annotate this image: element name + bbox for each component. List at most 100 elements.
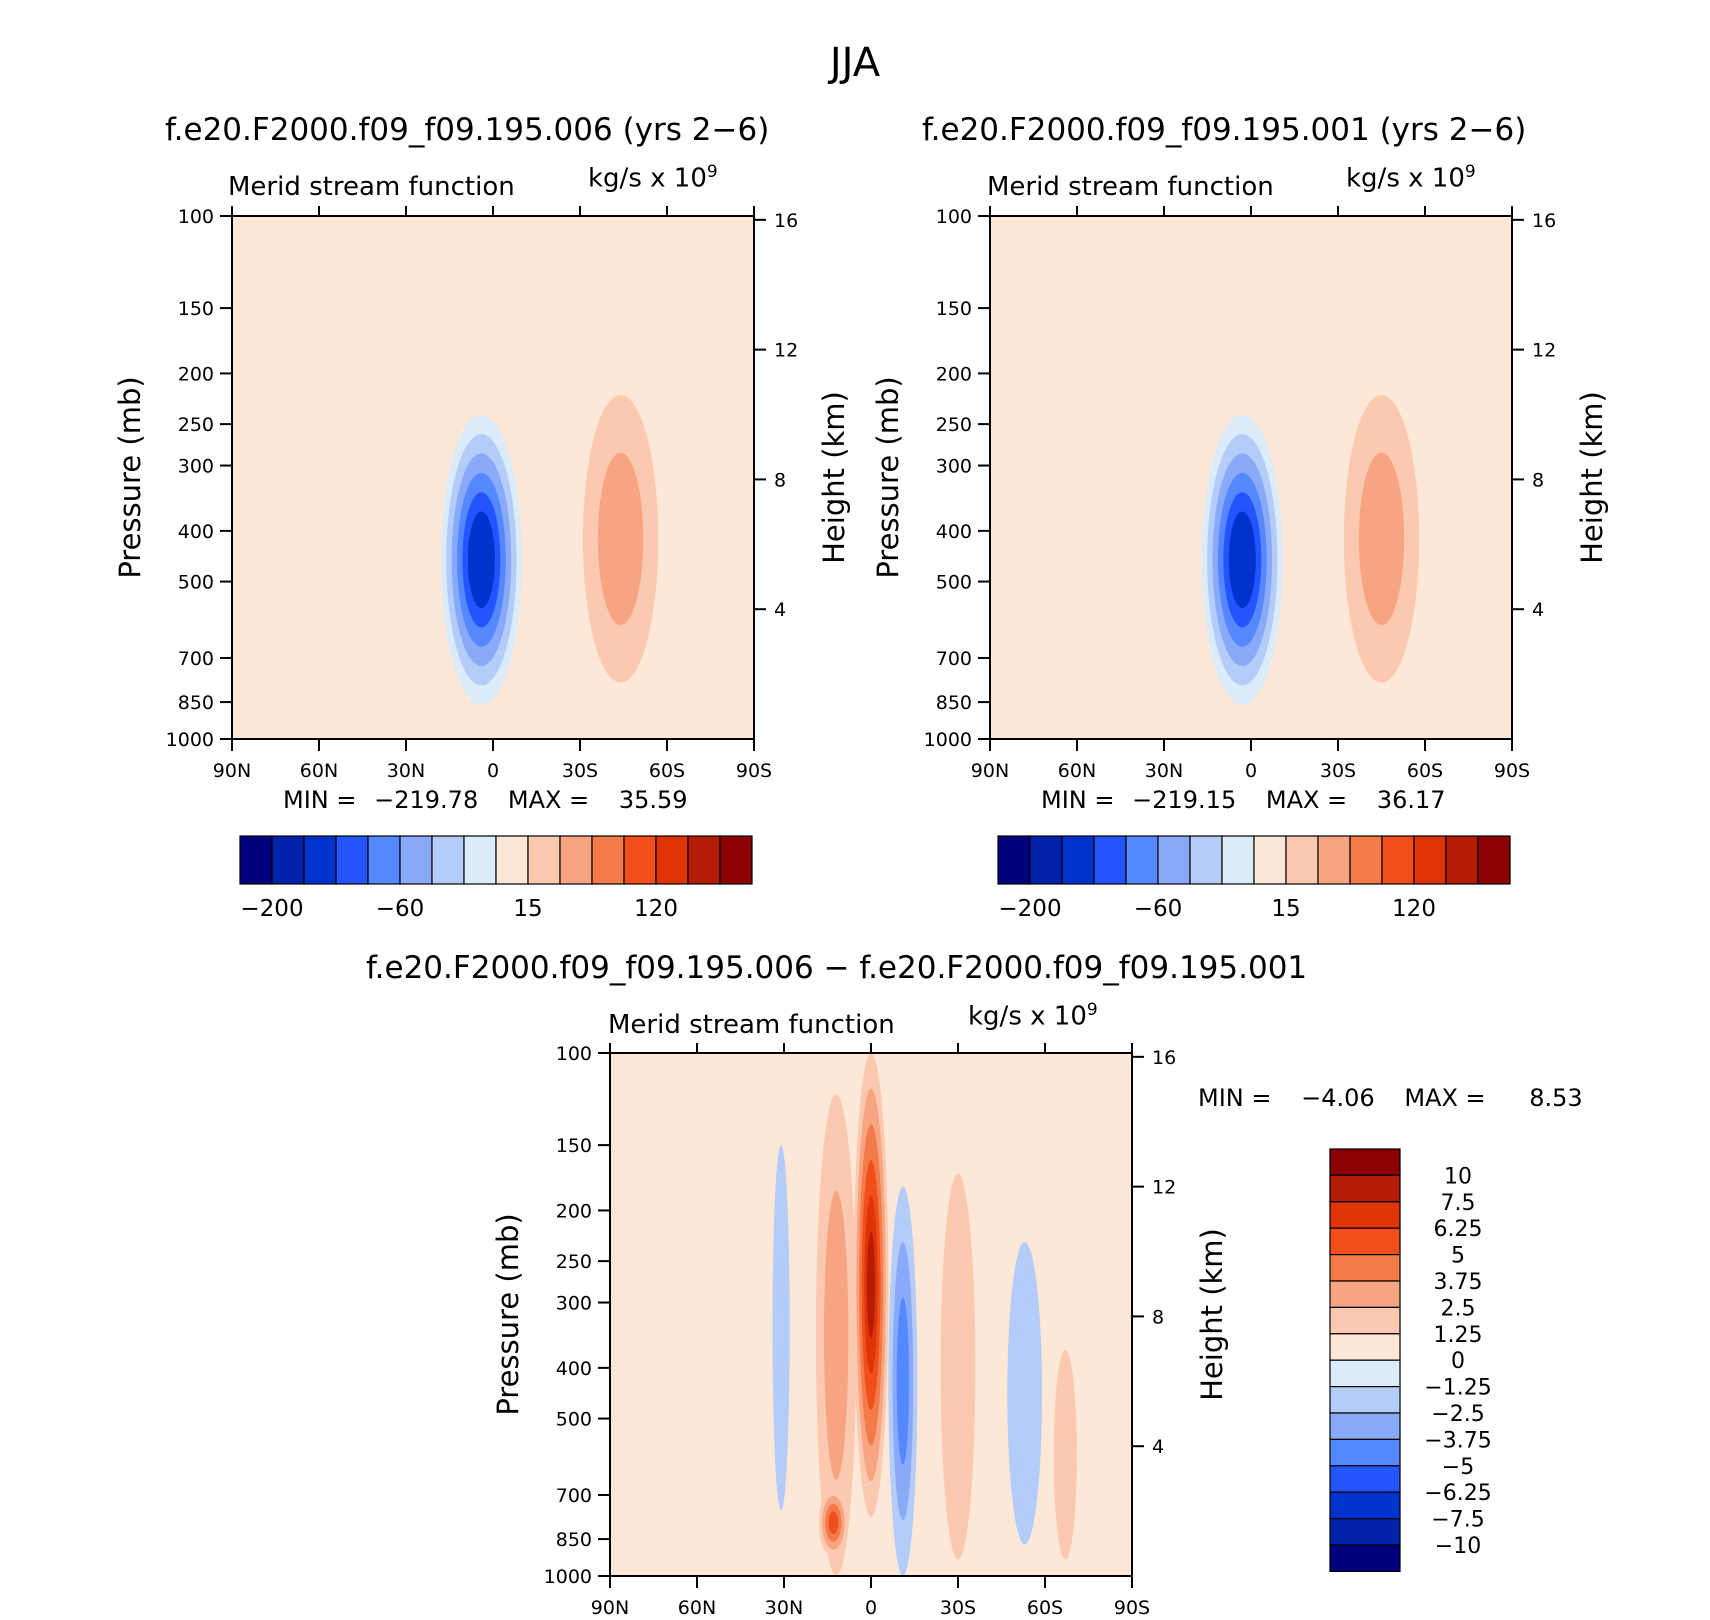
x-tick-label: 90N	[213, 760, 251, 782]
x-tick-label: 60S	[1027, 1597, 1063, 1619]
colorbar-box	[1445, 835, 1479, 885]
contour-band	[824, 1190, 849, 1480]
colorbar-label: 2.5	[1441, 1296, 1476, 1321]
colorbar-label: −60	[1134, 896, 1183, 920]
x-tick-label: 30S	[940, 1597, 976, 1619]
y-tick-label: 250	[936, 414, 972, 436]
colorbar-label: −200	[998, 896, 1061, 920]
y-right-tick-label: 4	[1152, 1436, 1164, 1458]
x-tick-label: 90S	[1494, 760, 1530, 782]
colorbar-box	[1093, 835, 1127, 885]
colorbar-label: 3.75	[1434, 1270, 1483, 1295]
panel-1-colorbar: −200 −60 15 120	[239, 835, 753, 920]
x-tick-label: 30S	[1320, 760, 1356, 782]
colorbar-box	[367, 835, 401, 885]
colorbar-box	[1329, 1544, 1401, 1572]
panel-1-title: f.e20.F2000.f09_f09.195.006 (yrs 2−6)	[165, 112, 770, 148]
colorbar-box	[1329, 1386, 1401, 1414]
y-tick-label: 300	[178, 456, 214, 478]
y-right-tick-label: 8	[1152, 1306, 1164, 1328]
y-tick-label: 1000	[544, 1566, 592, 1588]
panel-3-chart: 100 150 200 250 300 400 500 700 850 1000 16 12 8 4 90N…	[491, 1043, 1229, 1619]
panel-3-units: kg/s x 109	[968, 1000, 1098, 1032]
colorbar-box	[1349, 835, 1383, 885]
colorbar-box	[1329, 1201, 1401, 1229]
y-right-tick-label: 4	[1532, 599, 1544, 621]
contour-band	[896, 1297, 910, 1465]
y-tick-label: 850	[556, 1529, 592, 1551]
colorbar-box	[1329, 1412, 1401, 1440]
contour-band	[473, 530, 490, 589]
y-right-tick-label: 12	[774, 340, 798, 362]
contour-band	[1234, 530, 1251, 589]
panel-2-colorbar: −200 −60 15 120	[997, 835, 1511, 920]
y-right-axis-title: Height (km)	[817, 391, 851, 564]
colorbar-box	[399, 835, 433, 885]
y-tick-label: 250	[178, 414, 214, 436]
x-tick-label: 60N	[300, 760, 338, 782]
colorbar-box	[527, 835, 561, 885]
plot-fill	[232, 216, 754, 739]
colorbar-label: 7.5	[1441, 1191, 1476, 1216]
x-tick-label: 60N	[678, 1597, 716, 1619]
x-tick-label: 0	[487, 760, 499, 782]
colorbar-label: −1.25	[1424, 1376, 1491, 1401]
panel-2-chart: 100 150 200 250 300 400 500 700 850 1000 16 12 8 4 90N…	[871, 206, 1609, 782]
colorbar-label: 15	[1271, 896, 1300, 920]
colorbar-label: −5	[1442, 1455, 1474, 1480]
plot-fill	[610, 1053, 1132, 1576]
y-tick-label: 250	[556, 1251, 592, 1273]
colorbar-box	[463, 835, 497, 885]
y-tick-label: 150	[178, 298, 214, 320]
colorbar-box	[335, 835, 369, 885]
x-tick-label: 90N	[971, 760, 1009, 782]
y-right-tick-label: 16	[774, 210, 798, 232]
y-tick-label: 200	[936, 363, 972, 385]
panel-2-subtitle: Merid stream function	[987, 172, 1274, 202]
colorbar-box	[1329, 1465, 1401, 1493]
y-tick-label: 400	[936, 521, 972, 543]
y-tick-label: 400	[556, 1358, 592, 1380]
x-tick-label: 90S	[1114, 1597, 1150, 1619]
y-tick-label: 700	[936, 648, 972, 670]
colorbar-box	[687, 835, 721, 885]
colorbar-label: 1.25	[1434, 1323, 1483, 1348]
x-tick-label: 0	[1245, 760, 1257, 782]
colorbar-label: 6.25	[1434, 1217, 1483, 1242]
panel-3-stats: MIN = −4.06 MAX = 8.53	[1198, 1084, 1583, 1112]
colorbar-box	[623, 835, 657, 885]
y-tick-label: 100	[556, 1043, 592, 1065]
y-right-axis-title: Height (km)	[1195, 1228, 1229, 1401]
colorbar-box	[1329, 1174, 1401, 1203]
y-right-tick-label: 16	[1532, 210, 1556, 232]
y-right-tick-label: 8	[774, 469, 786, 491]
plot-fill	[990, 216, 1512, 739]
colorbar-box	[719, 835, 753, 885]
y-right-tick-label: 8	[1532, 469, 1544, 491]
colorbar-label: 120	[634, 896, 678, 920]
colorbar-box	[1253, 835, 1287, 885]
y-tick-label: 500	[178, 572, 214, 594]
x-tick-label: 30N	[1145, 760, 1183, 782]
panel-1-stats: MIN = −219.78 MAX = 35.59	[283, 786, 688, 814]
y-right-tick-label: 4	[774, 599, 786, 621]
y-tick-label: 1000	[166, 729, 214, 751]
colorbar-box	[1029, 835, 1063, 885]
colorbar-label: 15	[513, 896, 542, 920]
x-tick-label: 30S	[562, 760, 598, 782]
x-tick-label: 60N	[1058, 760, 1096, 782]
colorbar-box	[1329, 1359, 1401, 1388]
y-tick-label: 850	[936, 692, 972, 714]
colorbar-box	[1329, 1438, 1401, 1467]
y-tick-label: 1000	[924, 729, 972, 751]
y-axis-title: Pressure (mb)	[113, 376, 147, 578]
y-tick-label: 700	[556, 1485, 592, 1507]
colorbar-box	[1329, 1491, 1401, 1520]
colorbar-box	[1329, 1280, 1401, 1308]
y-tick-label: 300	[556, 1293, 592, 1315]
panel-3-title: f.e20.F2000.f09_f09.195.006 − f.e20.F200…	[366, 950, 1308, 986]
y-right-axis-title: Height (km)	[1575, 391, 1609, 564]
y-tick-label: 500	[936, 572, 972, 594]
colorbar-label: −60	[376, 896, 425, 920]
colorbar-box	[431, 835, 465, 885]
